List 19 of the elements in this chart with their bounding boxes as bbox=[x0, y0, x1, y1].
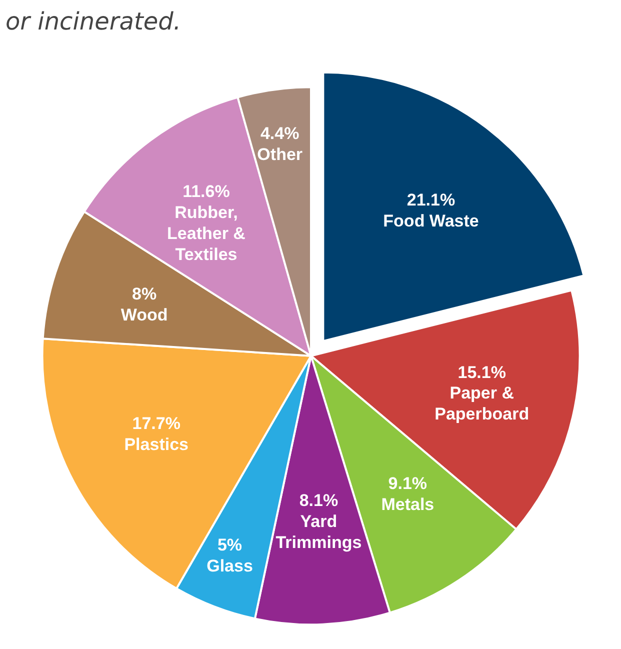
data-label: 9.1% bbox=[388, 474, 428, 494]
data-label: 21.1% bbox=[406, 190, 456, 210]
data-label: 4.4% bbox=[260, 124, 300, 144]
chart-title: or incinerated. bbox=[6, 8, 182, 36]
slice-label: Glass bbox=[206, 556, 253, 576]
data-label: 8.1% bbox=[299, 491, 338, 510]
data-label: 8% bbox=[132, 284, 157, 304]
data-label: 11.6% bbox=[182, 182, 230, 202]
slice-label: Metals bbox=[381, 495, 434, 514]
slice-label: Paper & Paperboard bbox=[434, 384, 530, 424]
slice-label: Yard Trimmings bbox=[276, 512, 362, 552]
slice-label: Other bbox=[257, 145, 303, 164]
data-label: 17.7% bbox=[132, 414, 180, 434]
data-label: 15.1% bbox=[458, 362, 506, 382]
slice-label: Rubber, Leather & Textiles bbox=[167, 203, 246, 264]
slice-label: Wood bbox=[120, 305, 168, 324]
slice-label: Plastics bbox=[124, 434, 188, 454]
slice-label: Food Waste bbox=[383, 211, 479, 230]
data-label: 5% bbox=[217, 535, 242, 554]
